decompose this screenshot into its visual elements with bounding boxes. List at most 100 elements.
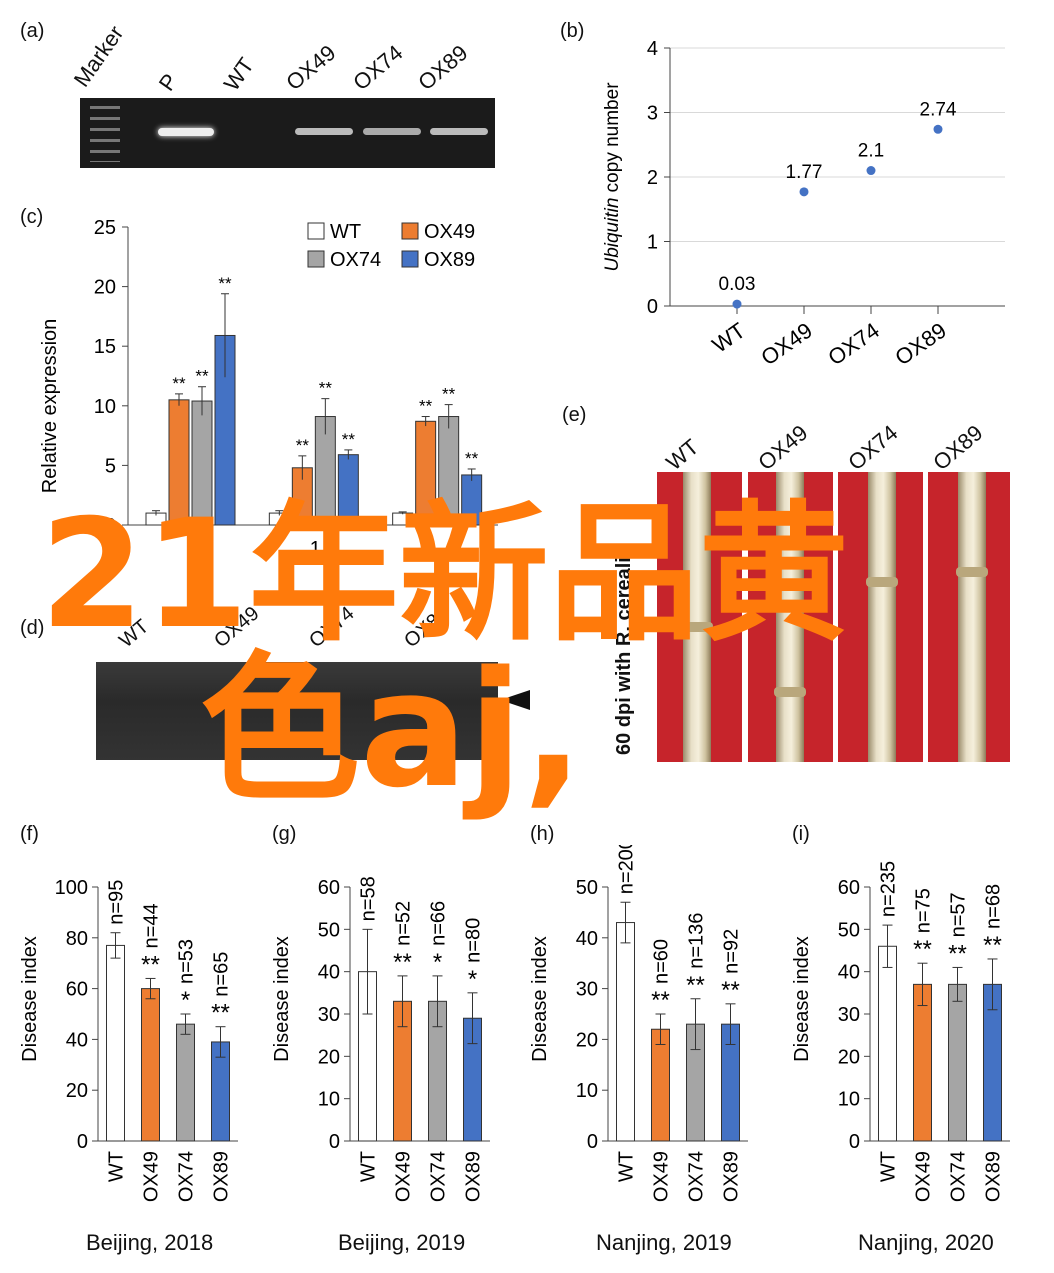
bar	[651, 1028, 670, 1142]
disease-index-chart: 0 10 20 30 40 50 60 Disease index n=235 WT ** n=75 O…	[791, 861, 1010, 1202]
x-tick-label: WT	[106, 1151, 128, 1182]
x-tick-label: OX74	[948, 1151, 970, 1202]
data-point	[732, 299, 742, 309]
blot-image-d	[96, 662, 498, 760]
y-tick-label: 50	[838, 919, 860, 941]
x-tick-label: OX89	[983, 1151, 1005, 1202]
sample-size-label: n=92	[721, 929, 743, 974]
lane-label: OX49	[753, 419, 813, 476]
y-axis-label: Disease index	[271, 936, 293, 1062]
x-tick-label: OX74	[686, 1151, 708, 1202]
stem-photo-OX49	[748, 472, 833, 762]
lane-label: WT	[661, 434, 704, 476]
group-label: 1	[186, 538, 197, 555]
lane-label: OX74	[348, 39, 408, 96]
bar	[913, 983, 932, 1142]
significance-mark: **	[218, 274, 232, 293]
y-tick-label: 30	[318, 1004, 340, 1026]
stem-photo-OX74	[838, 472, 923, 762]
chart-b: 0 1 2 3 4 0.03 WT 1.77 OX49 2.1 OX74 2.74 OX89 Ubiqui…	[602, 38, 1005, 371]
legend-swatch	[307, 250, 325, 268]
data-label: 0.03	[719, 274, 756, 295]
x-tick-label: WT	[708, 318, 750, 358]
panel-label-b: (b)	[560, 20, 585, 42]
panel-label-disease: (i)	[792, 823, 810, 845]
y-tick-label: 15	[94, 336, 116, 358]
y-tick-label: 10	[838, 1089, 860, 1111]
band-P	[158, 128, 214, 136]
significance-mark: **	[342, 430, 356, 449]
significance-mark: **	[393, 949, 412, 976]
x-tick-label: OX89	[721, 1151, 743, 1202]
data-label: 2.74	[920, 99, 957, 120]
x-tick-label: OX74	[823, 318, 883, 371]
panel-caption: Beijing, 2018	[86, 1230, 214, 1255]
disease-index-chart: 0 20 40 60 80 100 Disease index n=95 WT ** n=44 OX4…	[19, 877, 238, 1202]
y-tick-label: 40	[576, 928, 598, 950]
legend-swatch	[401, 222, 419, 240]
y-tick-label: 20	[576, 1029, 598, 1051]
lane-label: P	[153, 69, 183, 96]
stem-photo-WT	[657, 472, 742, 762]
marker-ladder	[90, 106, 120, 162]
significance-mark: **	[913, 936, 932, 963]
sample-size-label: n=75	[913, 888, 935, 933]
band-OX49	[295, 128, 353, 135]
panel-label-e: (e)	[562, 404, 587, 426]
y-axis-label: Disease index	[791, 936, 813, 1062]
y-tick-label: 60	[66, 979, 88, 1001]
significance-mark: **	[419, 397, 433, 416]
y-axis-label: Relative expression	[39, 319, 61, 494]
y-tick-label: 60	[318, 877, 340, 899]
y-tick-label: 0	[647, 296, 658, 318]
y-axis-label-rest: copy number	[602, 82, 623, 198]
lane-label: OX89	[413, 39, 473, 96]
significance-mark: **	[195, 367, 209, 386]
bar	[141, 988, 160, 1142]
y-tick-label: 0	[329, 1131, 340, 1153]
significance-mark: **	[442, 385, 456, 404]
y-axis-label: Disease index	[529, 936, 551, 1062]
y-tick-label: 100	[55, 877, 88, 899]
significance-mark: **	[296, 436, 310, 455]
stem-photo-OX89	[928, 472, 1010, 762]
y-tick-label: 80	[66, 928, 88, 950]
y-tick-label: 20	[66, 1080, 88, 1102]
y-tick-label: 4	[647, 38, 658, 60]
sample-size-label: n=235	[878, 861, 900, 917]
lane-label: WT	[218, 53, 259, 96]
x-tick-label: OX49	[141, 1151, 163, 1202]
y-tick-label: 20	[838, 1046, 860, 1068]
panel-caption: Nanjing, 2019	[596, 1230, 732, 1255]
y-tick-label: 25	[94, 217, 116, 239]
x-tick-label: OX89	[890, 318, 950, 371]
y-tick-label: 40	[66, 1029, 88, 1051]
panel-label-d: (d)	[20, 617, 45, 639]
photo-lane-labels: WT OX49 OX74 OX89	[660, 400, 1020, 475]
sample-size-label: n=60	[651, 939, 673, 984]
y-tick-label: 50	[318, 919, 340, 941]
y-tick-label: 20	[94, 277, 116, 299]
data-point	[866, 166, 876, 176]
legend-swatch	[401, 250, 419, 268]
sample-size-label: n=53	[176, 939, 198, 984]
panel-label-c: (c)	[20, 206, 44, 228]
lane-label: Marker	[68, 21, 129, 92]
data-point	[933, 124, 943, 134]
significance-mark: **	[211, 1000, 230, 1027]
panel-label-a: (a)	[20, 20, 45, 42]
lane-label: OX89	[928, 419, 988, 476]
panel-caption: Nanjing, 2020	[858, 1230, 994, 1255]
legend-label: OX89	[424, 249, 475, 271]
significance-mark: **	[141, 951, 160, 978]
y-tick-label: 5	[105, 455, 116, 477]
y-tick-label: 40	[318, 962, 340, 984]
y-tick-label: 40	[838, 962, 860, 984]
x-tick-label: OX49	[756, 318, 816, 371]
significance-mark: *	[468, 966, 477, 993]
lane-label: OX49	[281, 39, 341, 96]
data-label: 2.1	[858, 141, 884, 162]
group-label: 1	[310, 538, 321, 555]
sample-size-label: n=57	[948, 892, 970, 937]
